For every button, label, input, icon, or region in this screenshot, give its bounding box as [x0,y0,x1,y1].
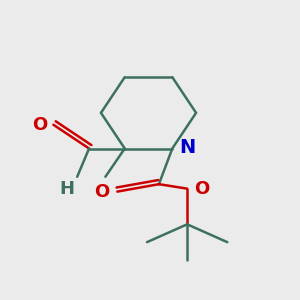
Text: O: O [32,116,47,134]
Text: O: O [195,180,210,198]
Text: N: N [180,137,196,157]
Text: O: O [94,183,110,201]
Text: H: H [59,180,74,198]
